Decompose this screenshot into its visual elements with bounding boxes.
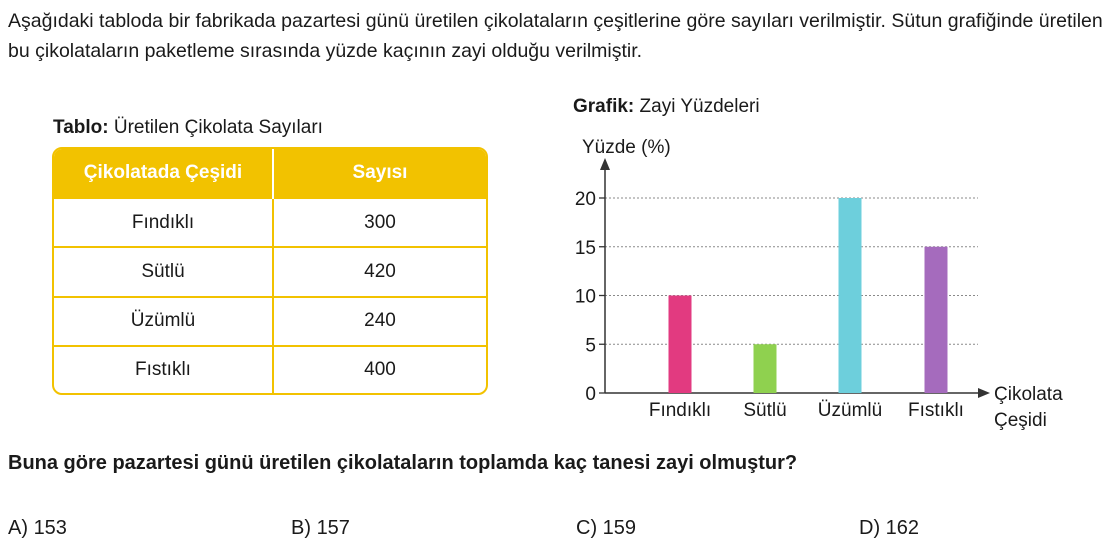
- x-tick-label: Fındıklı: [649, 400, 711, 421]
- table-row: Üzümlü 240: [54, 295, 486, 346]
- table-row: Sütlü 420: [54, 246, 486, 297]
- table-row: Fıstıklı 400: [54, 344, 486, 393]
- loss-percentage-chart: 0 5 10 15 20 Yüzde (%) Çikolata Çeşidi Fındıklı S…: [575, 137, 1063, 431]
- answer-a[interactable]: A) 153: [8, 517, 67, 540]
- x-tick-label: Fıstıklı: [908, 400, 964, 421]
- intro-text: Aşağıdaki tabloda bir fabrikada pazartes…: [8, 10, 1103, 62]
- answer-a-value: 153: [33, 517, 67, 539]
- answer-d-label: D): [859, 517, 881, 539]
- bar-1: [668, 295, 692, 393]
- bar-3: [838, 198, 862, 393]
- y-tick-label: 10: [575, 287, 596, 308]
- answer-c-value: 159: [602, 517, 637, 539]
- answer-b-value: 157: [316, 517, 350, 539]
- cell-type: Üzümlü: [54, 295, 274, 346]
- chocolate-table: Çikolatada Çeşidi Sayısı Fındıklı 300 Sü…: [52, 147, 488, 395]
- x-tick-label: Sütlü: [743, 400, 786, 421]
- table-header-row: Çikolatada Çeşidi Sayısı: [54, 149, 486, 198]
- answer-d-value: 162: [885, 517, 920, 539]
- question-text: Buna göre pazartesi günü üretilen çikola…: [8, 452, 798, 474]
- y-axis-label: Yüzde (%): [582, 137, 671, 158]
- answer-options: A) 153 B) 157 C) 159 D) 162: [0, 517, 1114, 547]
- y-tick-label: 5: [585, 335, 596, 356]
- x-tick-label: Üzümlü: [818, 400, 882, 421]
- cell-type: Fıstıklı: [54, 344, 274, 393]
- answer-b-label: B): [291, 517, 311, 539]
- cell-type: Fındıklı: [54, 196, 274, 248]
- table-caption: Tablo: Üretilen Çikolata Sayıları: [53, 117, 323, 139]
- table-caption-bold: Tablo:: [53, 117, 109, 138]
- cell-type: Sütlü: [54, 246, 274, 297]
- y-tick-label: 0: [585, 384, 596, 405]
- cell-count: 300: [273, 196, 486, 248]
- table-row: Fındıklı 300: [54, 196, 486, 248]
- y-tick-label: 15: [575, 238, 596, 259]
- answer-c[interactable]: C) 159: [576, 517, 636, 540]
- answer-d[interactable]: D) 162: [859, 517, 919, 540]
- header-type: Çikolatada Çeşidi: [54, 149, 274, 198]
- cell-count: 400: [273, 344, 486, 393]
- y-axis-arrow: [600, 158, 610, 170]
- x-axis-label: Çeşidi: [994, 410, 1047, 431]
- answer-c-label: C): [576, 517, 598, 539]
- chart-caption: Grafik: Zayi Yüzdeleri: [573, 96, 760, 118]
- cell-count: 420: [273, 246, 486, 297]
- cell-count: 240: [273, 295, 486, 346]
- answer-b[interactable]: B) 157: [291, 517, 350, 540]
- x-axis-label: Çikolata: [994, 384, 1063, 405]
- y-tick-label: 20: [575, 189, 596, 210]
- header-count: Sayısı: [273, 149, 486, 198]
- bar-2: [753, 344, 777, 393]
- chart-caption-bold: Grafik:: [573, 96, 635, 117]
- x-axis-arrow: [978, 388, 990, 398]
- bar-4: [924, 246, 948, 393]
- table-caption-text: Üretilen Çikolata Sayıları: [108, 117, 323, 138]
- answer-a-label: A): [8, 517, 28, 539]
- chart-caption-text: Zayi Yüzdeleri: [634, 96, 760, 117]
